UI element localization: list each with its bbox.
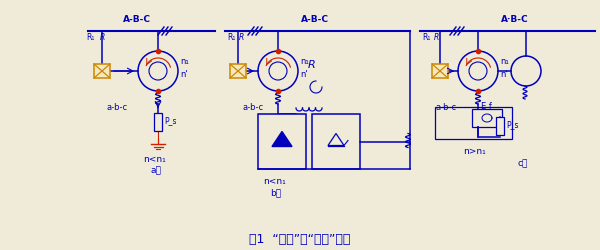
Text: c）: c） bbox=[518, 158, 529, 167]
Bar bbox=[472, 110, 502, 128]
Text: b）: b） bbox=[270, 187, 281, 196]
Text: R₁: R₁ bbox=[227, 33, 235, 42]
Bar bbox=[94, 65, 110, 79]
Text: P_s: P_s bbox=[506, 120, 518, 128]
Bar bbox=[496, 118, 504, 136]
Text: n': n' bbox=[180, 70, 188, 79]
Text: n₁: n₁ bbox=[180, 57, 189, 66]
Text: A-B-C: A-B-C bbox=[301, 15, 329, 24]
Bar bbox=[435, 108, 512, 140]
Bar bbox=[154, 114, 162, 132]
Bar bbox=[432, 65, 448, 79]
Text: R: R bbox=[100, 33, 105, 42]
Text: R: R bbox=[434, 33, 439, 42]
Text: R₁: R₁ bbox=[422, 33, 430, 42]
Text: a-b-c: a-b-c bbox=[242, 102, 263, 112]
Polygon shape bbox=[328, 134, 344, 146]
Text: 图1  “单馈”与“双馈”电机: 图1 “单馈”与“双馈”电机 bbox=[250, 232, 350, 245]
Bar bbox=[312, 114, 360, 169]
Text: n': n' bbox=[300, 70, 308, 79]
Text: a-b-c: a-b-c bbox=[106, 102, 127, 112]
Polygon shape bbox=[272, 132, 292, 147]
Text: n₁: n₁ bbox=[500, 57, 509, 66]
Text: A-B-C: A-B-C bbox=[123, 15, 151, 24]
Text: R: R bbox=[308, 60, 316, 70]
Text: n<n₁: n<n₁ bbox=[263, 176, 286, 185]
Text: A·B-C: A·B-C bbox=[501, 15, 529, 24]
Text: n₁: n₁ bbox=[300, 57, 309, 66]
Text: P_s: P_s bbox=[164, 116, 176, 124]
Text: n>n₁: n>n₁ bbox=[463, 146, 486, 156]
Text: n': n' bbox=[500, 70, 508, 79]
Text: R: R bbox=[239, 33, 244, 42]
Text: R₁: R₁ bbox=[86, 33, 94, 42]
Text: a）: a） bbox=[150, 165, 161, 174]
Text: n<n₁: n<n₁ bbox=[143, 154, 166, 163]
Bar bbox=[258, 114, 306, 169]
Text: E f: E f bbox=[481, 102, 492, 110]
Bar bbox=[230, 65, 246, 79]
Text: a-b-c: a-b-c bbox=[435, 102, 456, 112]
